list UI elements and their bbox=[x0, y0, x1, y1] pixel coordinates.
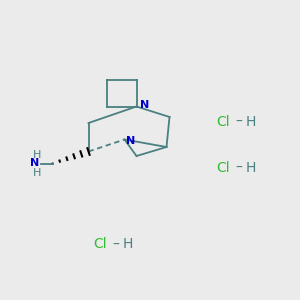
Text: H: H bbox=[33, 167, 42, 178]
Text: N: N bbox=[140, 100, 149, 110]
Text: H: H bbox=[245, 115, 256, 128]
Text: N: N bbox=[30, 158, 39, 169]
Text: –: – bbox=[235, 115, 242, 128]
Text: H: H bbox=[122, 238, 133, 251]
Text: –: – bbox=[112, 238, 119, 251]
Text: H: H bbox=[33, 150, 42, 160]
Text: N: N bbox=[126, 136, 135, 146]
Text: Cl: Cl bbox=[93, 238, 106, 251]
Text: Cl: Cl bbox=[216, 115, 230, 128]
Text: Cl: Cl bbox=[216, 161, 230, 175]
Text: –: – bbox=[235, 161, 242, 175]
Text: H: H bbox=[245, 161, 256, 175]
